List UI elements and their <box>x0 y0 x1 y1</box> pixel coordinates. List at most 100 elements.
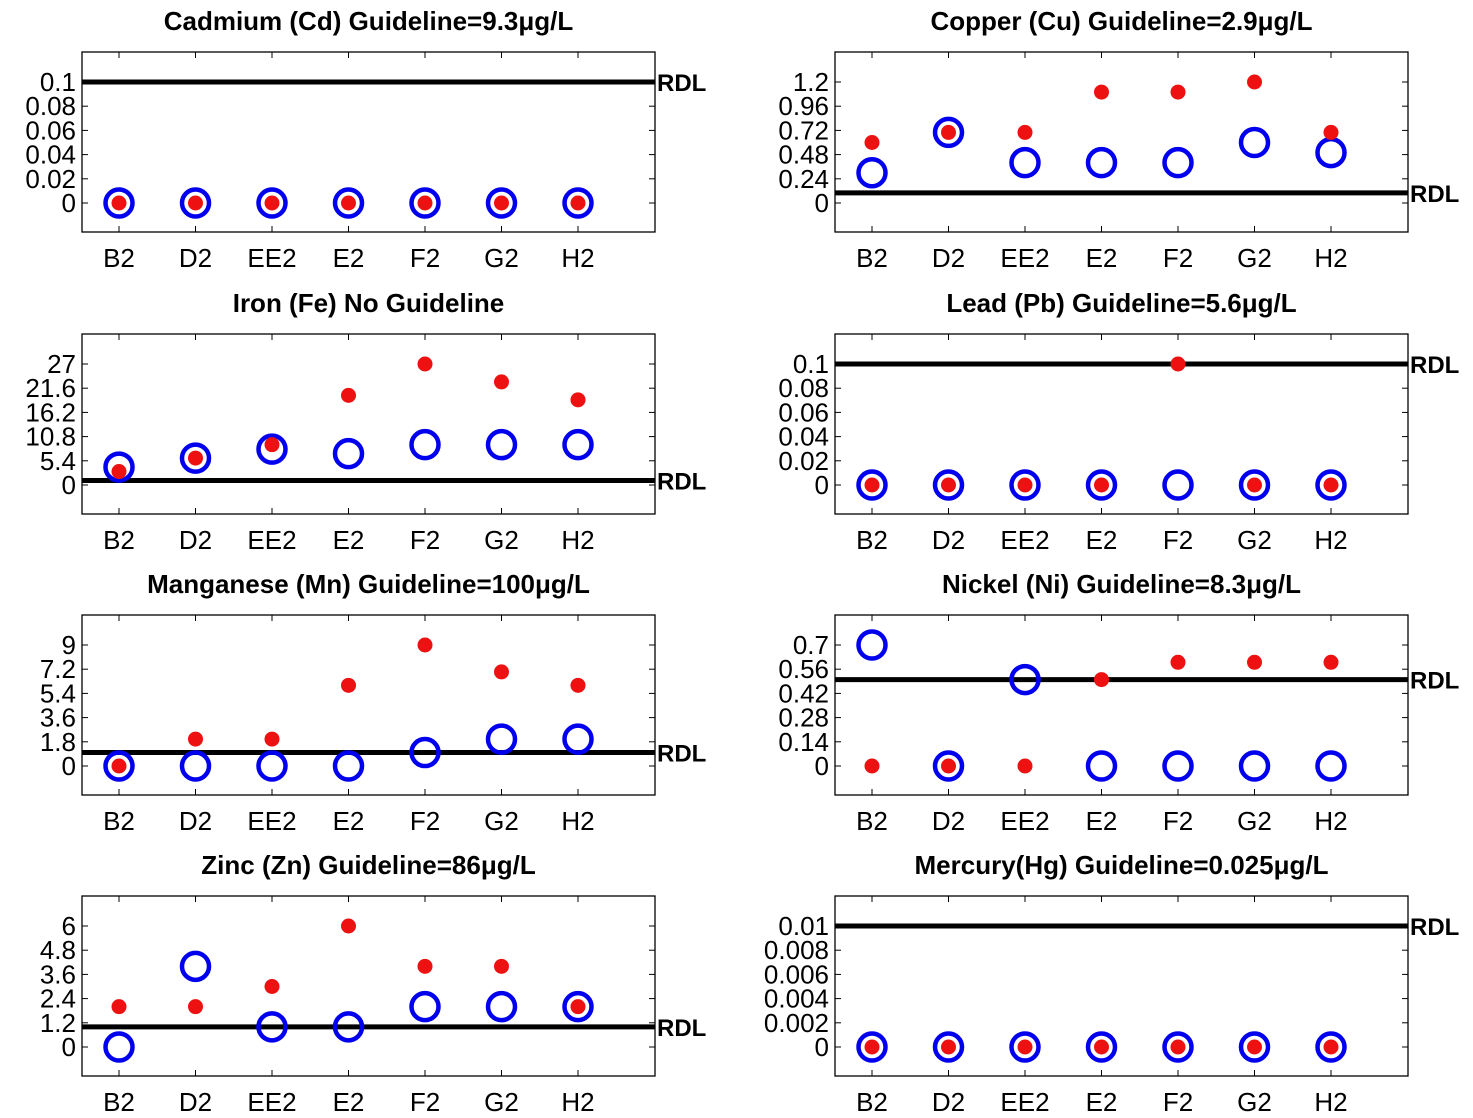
filled-dot-point <box>494 374 509 390</box>
x-tick-label: E2 <box>333 243 365 273</box>
open-circle-point <box>1085 146 1118 179</box>
filled-dot-point <box>111 758 127 774</box>
filled-dot-point <box>494 958 509 974</box>
y-tick-label: 0.006 <box>764 959 829 989</box>
filled-dot-point <box>264 437 280 453</box>
panel-title: Nickel (Ni) Guideline=8.3μg/L <box>942 569 1301 599</box>
open-circle-point <box>562 990 594 1023</box>
x-tick-label: H2 <box>561 525 594 555</box>
open-circle-point <box>332 437 365 470</box>
open-circle-point <box>179 750 212 782</box>
open-circle-point <box>856 157 888 189</box>
x-tick-label: B2 <box>856 806 888 836</box>
filled-dot-point <box>417 195 433 211</box>
filled-dot-point <box>941 477 956 493</box>
x-tick-label: G2 <box>1237 1087 1272 1117</box>
x-tick-label: H2 <box>1314 1087 1347 1117</box>
x-tick-label: E2 <box>333 525 365 555</box>
open-circle-point <box>179 442 212 474</box>
open-circle-point <box>485 428 518 461</box>
x-tick-label: E2 <box>1086 525 1118 555</box>
filled-dot-point <box>1323 1039 1339 1055</box>
x-tick-label: B2 <box>856 243 888 273</box>
x-tick-label: D2 <box>932 806 965 836</box>
filled-dot-point <box>111 464 127 480</box>
open-circle-point <box>562 187 594 219</box>
x-tick-label: B2 <box>103 243 135 273</box>
x-tick-label: H2 <box>1314 243 1347 273</box>
x-tick-label: H2 <box>1314 525 1347 555</box>
y-tick-label: 7.2 <box>40 654 76 684</box>
y-tick-label: 0 <box>815 751 829 781</box>
open-circle-point <box>332 1011 365 1043</box>
filled-dot-point <box>264 195 280 211</box>
x-tick-label: H2 <box>1314 806 1347 836</box>
filled-dot-point <box>570 999 586 1015</box>
open-circle-point <box>1009 1031 1041 1063</box>
panel-4: Manganese (Mn) Guideline=100μg/L 01.83.65… <box>40 569 706 836</box>
y-tick-label: 0.1 <box>40 67 76 97</box>
filled-dot-point <box>941 1039 956 1055</box>
filled-dot-point <box>864 758 880 774</box>
x-tick-label: G2 <box>484 243 519 273</box>
panel-title: Mercury(Hg) Guideline=0.025μg/L <box>915 850 1329 880</box>
rdl-label: RDL <box>657 741 706 768</box>
filled-dot-point <box>864 135 880 150</box>
open-circle-point <box>1085 1031 1118 1063</box>
y-tick-label: 0.008 <box>764 935 829 965</box>
open-circle-point <box>1009 146 1041 179</box>
panel-title: Cadmium (Cd) Guideline=9.3μg/L <box>164 6 574 36</box>
open-circle-point <box>932 750 965 782</box>
panel-1: Copper (Cu) Guideline=2.9μg/L00.240.480.… <box>778 6 1459 273</box>
open-circle-point <box>1315 750 1347 782</box>
open-circle-point <box>332 187 365 219</box>
x-tick-label: G2 <box>484 525 519 555</box>
open-circle-point <box>1085 469 1118 501</box>
y-tick-label: 0 <box>62 470 76 500</box>
x-tick-label: G2 <box>1237 243 1272 273</box>
open-circle-point <box>1315 1031 1347 1063</box>
open-circle-point <box>256 750 288 782</box>
open-circle-point <box>1315 469 1347 501</box>
x-tick-label: B2 <box>103 525 135 555</box>
x-tick-label: F2 <box>410 243 440 273</box>
open-circle-point <box>932 1031 965 1063</box>
filled-dot-point <box>1017 758 1033 774</box>
y-tick-label: 0.72 <box>778 115 829 145</box>
filled-dot-point <box>188 731 203 747</box>
y-tick-label: 21.6 <box>25 373 76 403</box>
x-tick-label: F2 <box>1163 806 1193 836</box>
panel-title: Manganese (Mn) Guideline=100μg/L <box>147 569 590 599</box>
x-tick-label: E2 <box>333 1087 365 1117</box>
panel-title: Iron (Fe) No Guideline <box>233 288 505 318</box>
y-tick-label: 0.02 <box>25 164 76 194</box>
open-circle-point <box>1162 146 1194 179</box>
filled-dot-point <box>1247 477 1262 493</box>
open-circle-point <box>1162 1031 1194 1063</box>
x-tick-label: EE2 <box>1000 525 1049 555</box>
filled-dot-point <box>417 356 433 372</box>
y-tick-label: 0 <box>62 1032 76 1062</box>
open-circle-point <box>409 990 441 1023</box>
filled-dot-point <box>341 677 356 693</box>
open-circle-point <box>1238 1031 1271 1063</box>
x-tick-label: G2 <box>484 806 519 836</box>
y-tick-label: 0 <box>815 470 829 500</box>
filled-dot-point <box>417 637 433 653</box>
axes-box <box>834 614 1409 796</box>
y-tick-label: 9 <box>62 630 76 660</box>
open-circle-point <box>562 723 594 755</box>
axes-box <box>81 614 656 796</box>
open-circle-point <box>103 1031 135 1063</box>
x-tick-label: F2 <box>410 525 440 555</box>
y-tick-label: 0.002 <box>764 1008 829 1038</box>
filled-dot-point <box>864 1039 880 1055</box>
x-tick-label: G2 <box>484 1087 519 1117</box>
filled-dot-point <box>1170 356 1186 372</box>
filled-dot-point <box>1017 124 1033 140</box>
y-tick-label: 0.004 <box>764 984 829 1014</box>
axes-box <box>834 895 1409 1077</box>
open-circle-point <box>856 469 888 501</box>
x-tick-label: F2 <box>1163 243 1193 273</box>
axes-box <box>834 333 1409 515</box>
